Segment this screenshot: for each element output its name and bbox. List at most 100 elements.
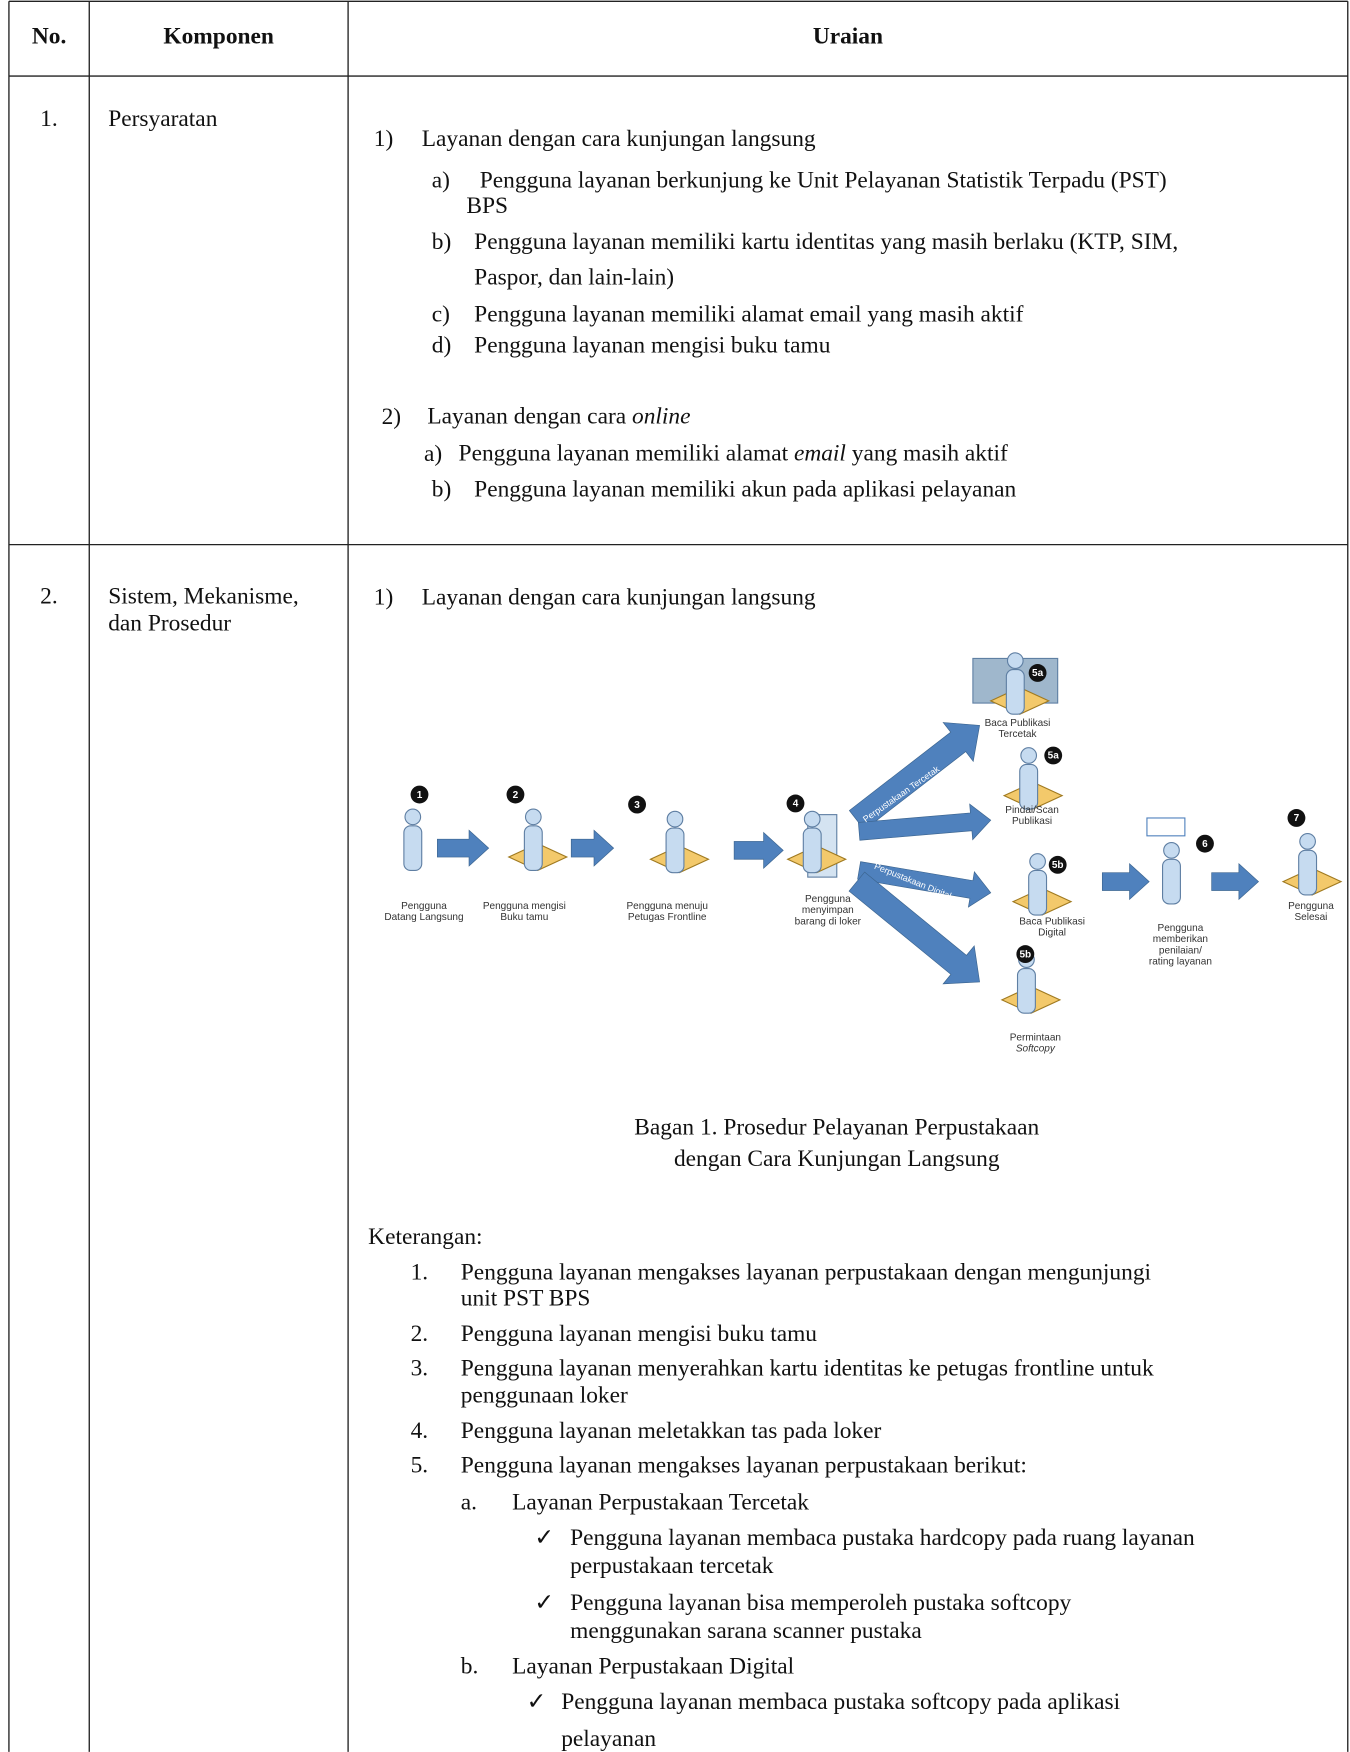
step-label: Pengguna — [1288, 901, 1334, 912]
row-number: 1. — [40, 106, 58, 132]
person-head — [524, 808, 542, 826]
person-body — [665, 827, 685, 874]
step-badge — [1044, 746, 1063, 765]
list-marker: d) — [432, 333, 452, 359]
person-head — [666, 810, 684, 828]
step-badge — [1287, 809, 1306, 827]
list-marker: 1. — [411, 1260, 429, 1286]
flow-arrow — [570, 829, 615, 867]
list-text: Pengguna layanan bisa memperoleh pustaka… — [570, 1590, 1071, 1616]
list-text: Pengguna layanan mengakses layanan perpu… — [461, 1260, 1152, 1286]
row-number: 2. — [40, 584, 58, 610]
person-head — [803, 810, 821, 828]
component-name: Sistem, Mekanisme, — [108, 584, 298, 610]
step-label: Tercetak — [999, 729, 1038, 740]
list-marker: b) — [432, 476, 452, 502]
list-text: BPS — [466, 193, 508, 219]
step-number: 4 — [793, 799, 799, 810]
step-label: Publikasi — [1012, 816, 1052, 827]
step-number: 2 — [513, 790, 519, 801]
list-marker: a) — [432, 167, 450, 193]
step-label: Permintaan — [1010, 1032, 1061, 1043]
step-badge — [506, 785, 525, 804]
step-label: Pengguna — [401, 901, 447, 912]
list-text: Pengguna layanan memiliki alamat email y… — [459, 441, 1008, 467]
list-text: Layanan Perpustakaan Tercetak — [512, 1490, 809, 1516]
step-number: 6 — [1202, 839, 1208, 850]
check-mark: ✓ — [534, 1525, 554, 1551]
header-cell: No. — [32, 23, 66, 49]
list-marker: 4. — [411, 1418, 429, 1444]
list-marker: a) — [424, 441, 442, 467]
list-text: Pengguna layanan memiliki alamat email y… — [474, 301, 1023, 327]
list-text: Pengguna layanan memiliki akun pada apli… — [474, 476, 1016, 502]
person-body — [802, 827, 822, 874]
step-number: 5b — [1052, 860, 1064, 871]
flow-arrow — [1101, 862, 1150, 901]
list-marker: b. — [461, 1654, 479, 1680]
step-label: rating layanan — [1149, 957, 1212, 968]
list-text: Pengguna layanan meletakkan tas pada lok… — [461, 1418, 882, 1444]
header-cell: Uraian — [813, 23, 883, 49]
step-badge — [1196, 834, 1214, 853]
text-span: Pengguna layanan memiliki alamat — [459, 441, 794, 467]
emphasis: email — [794, 441, 846, 467]
step-number: 3 — [634, 800, 640, 811]
list-text: Pengguna layanan menyerahkan kartu ident… — [461, 1356, 1154, 1382]
step-label: Petugas Frontline — [628, 912, 707, 923]
list-marker: 3. — [411, 1356, 429, 1382]
list-text: menggunakan sarana scanner pustaka — [570, 1618, 922, 1644]
step-label: Softcopy — [1016, 1044, 1056, 1055]
list-text: Pengguna layanan mengisi buku tamu — [461, 1321, 818, 1347]
step-number: 1 — [417, 790, 423, 801]
list-text: pelayanan — [561, 1726, 656, 1752]
step-number: 5a — [1048, 751, 1060, 762]
list-text: Pengguna layanan membaca pustaka softcop… — [561, 1689, 1120, 1715]
list-text: Pengguna layanan mengisi buku tamu — [474, 333, 831, 359]
header-cell: Komponen — [163, 23, 274, 49]
step-label: Buku tamu — [500, 912, 548, 923]
step-badge — [1028, 664, 1047, 682]
step-label: Baca Publikasi — [985, 718, 1051, 729]
step-label: memberikan — [1153, 934, 1208, 945]
component-name: dan Prosedur — [108, 610, 231, 636]
list-marker: 2. — [411, 1321, 429, 1347]
person-body — [1162, 858, 1181, 905]
flow-arrow — [857, 803, 992, 841]
flow-arrow — [437, 829, 490, 867]
list-text: unit PST BPS — [461, 1285, 591, 1311]
figure-caption: Bagan 1. Prosedur Pelayanan Perpustakaan — [634, 1115, 1039, 1141]
list-text: Pengguna layanan membaca pustaka hardcop… — [570, 1525, 1195, 1551]
emphasis: online — [632, 404, 691, 430]
person-body — [1298, 849, 1318, 896]
step-label: Pengguna mengisi — [483, 901, 566, 912]
list-text: Paspor, dan lain-lain) — [474, 264, 674, 290]
flow-arrow — [848, 722, 980, 831]
list-text: Pengguna layanan mengakses layanan perpu… — [461, 1453, 1027, 1479]
list-marker: 5. — [411, 1453, 429, 1479]
person-head — [1029, 853, 1046, 870]
notes-title: Keterangan: — [368, 1224, 482, 1250]
person-body — [1019, 763, 1039, 810]
list-marker: 2) — [382, 404, 402, 430]
step-badge — [786, 794, 805, 813]
list-heading: Layanan dengan cara online — [427, 404, 690, 430]
person-head — [1020, 747, 1038, 764]
list-text: penggunaan loker — [461, 1382, 628, 1408]
step-label: Baca Publikasi — [1019, 916, 1085, 927]
list-text: Layanan Perpustakaan Digital — [512, 1654, 795, 1680]
component-name: Persyaratan — [108, 106, 217, 132]
check-mark: ✓ — [527, 1689, 547, 1715]
list-marker: b) — [432, 229, 452, 255]
person-head — [1163, 841, 1180, 859]
text-span: Layanan dengan cara — [427, 404, 632, 430]
step-label: Pengguna — [805, 894, 851, 905]
list-heading: Layanan dengan cara kunjungan langsung — [422, 126, 816, 152]
step-label: menyimpan — [802, 905, 854, 916]
step-label: Pengguna menuju — [626, 901, 707, 912]
step-badge — [1016, 945, 1035, 964]
person-body — [1005, 669, 1025, 715]
person-body — [403, 825, 423, 871]
